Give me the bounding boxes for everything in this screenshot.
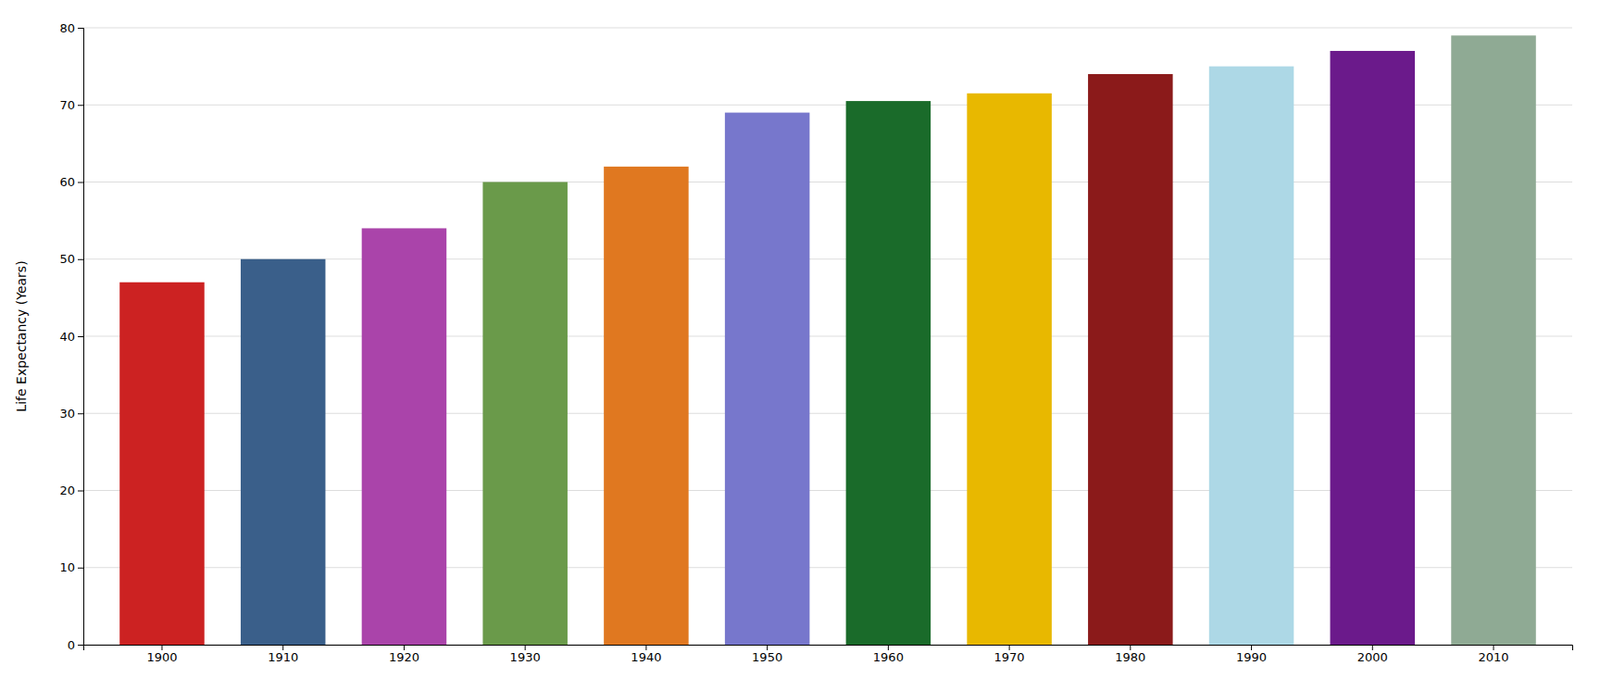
- y-tick-label: 10: [59, 560, 75, 575]
- y-tick-label: 30: [59, 406, 75, 421]
- x-tick: 1950: [751, 644, 783, 664]
- y-tick: 10: [59, 560, 84, 575]
- y-tick-label: 50: [59, 251, 75, 266]
- x-tick-mark: [161, 644, 163, 650]
- plot: 1900 1910 1920 1930 1940 1950 1960 1970 1980 1990…: [59, 21, 1573, 665]
- bar: [1209, 66, 1295, 645]
- y-tick-mark: [77, 490, 84, 492]
- bar: [240, 259, 326, 645]
- x-tick-mark: [1372, 644, 1374, 650]
- x-tick: 1920: [388, 644, 420, 664]
- y-tick-mark: [77, 336, 84, 338]
- x-tick-label: 1920: [388, 650, 420, 664]
- x-tick: 1940: [630, 644, 662, 664]
- x-tick-mark: [887, 644, 889, 650]
- x-tick-label: 1970: [994, 650, 1025, 664]
- y-tick: 30: [59, 406, 84, 421]
- chart-svg: 1900 1910 1920 1930 1940 1950 1960 1970 1980 1990…: [0, 0, 1600, 691]
- y-axis-line: [77, 28, 85, 646]
- x-tick-label: 1940: [630, 650, 662, 664]
- bar: [1330, 50, 1416, 645]
- x-tick-label: 1960: [873, 650, 904, 664]
- x-tick-mark: [1009, 644, 1011, 650]
- bar: [362, 227, 448, 645]
- y-tick-label: 60: [59, 175, 75, 189]
- bar: [1087, 74, 1174, 645]
- y-tick-mark: [77, 182, 84, 184]
- y-tick-mark: [77, 259, 84, 261]
- y-tick-mark: [77, 567, 84, 569]
- grid-line: [83, 27, 1573, 29]
- x-tick-label: 1910: [267, 650, 299, 664]
- bar: [725, 112, 811, 645]
- x-axis: 1900 1910 1920 1930 1940 1950 1960 1970 1980 1990…: [84, 644, 1574, 664]
- x-tick: 1970: [994, 644, 1025, 664]
- x-tick-label: 1990: [1236, 650, 1267, 664]
- y-tick: 40: [59, 329, 84, 344]
- x-tick: 2010: [1477, 644, 1509, 664]
- y-tick-mark: [77, 27, 84, 29]
- y-tick: 0: [67, 637, 84, 652]
- y-tick-mark: [77, 644, 84, 646]
- y-tick: 20: [59, 483, 84, 498]
- y-tick-label: 70: [59, 98, 75, 113]
- y-tick: 80: [59, 21, 84, 36]
- x-tick: 1980: [1114, 644, 1146, 664]
- x-tick-mark: [645, 644, 647, 650]
- x-tick-label: 1950: [751, 650, 783, 664]
- x-tick: 1960: [873, 644, 904, 664]
- bar: [846, 100, 932, 645]
- chart-container: 1900 1910 1920 1930 1940 1950 1960 1970 1980 1990…: [0, 0, 1600, 691]
- x-tick: 1910: [267, 644, 299, 664]
- y-axis-title: Life Expectancy (Years): [13, 260, 29, 412]
- x-tick: 1930: [510, 644, 541, 664]
- x-tick-label: 1900: [146, 650, 177, 664]
- x-tick: 2000: [1357, 644, 1388, 664]
- x-axis-line: [84, 645, 1574, 651]
- bars: [119, 35, 1537, 645]
- y-tick-label: 20: [59, 483, 75, 498]
- bar: [1450, 35, 1537, 645]
- grid: [83, 27, 1573, 645]
- x-tick-mark: [525, 644, 526, 650]
- x-tick-label: 2010: [1477, 650, 1509, 664]
- x-tick: 1990: [1236, 644, 1267, 664]
- y-tick-label: 80: [59, 21, 75, 36]
- y-tick-label: 40: [59, 329, 75, 344]
- y-tick-label: 0: [67, 637, 75, 652]
- bar: [966, 93, 1052, 645]
- x-tick-label: 2000: [1357, 650, 1388, 664]
- y-axis: 0 10 20 30 40 50 60 70 80: [59, 21, 84, 652]
- y-tick: 60: [59, 175, 84, 189]
- x-tick-mark: [403, 644, 405, 650]
- x-tick-mark: [1129, 644, 1131, 650]
- y-tick-mark: [77, 412, 84, 414]
- x-tick-mark: [282, 644, 284, 650]
- y-tick: 50: [59, 251, 84, 266]
- bar: [119, 282, 205, 645]
- x-tick: 1900: [146, 644, 177, 664]
- x-tick-mark: [766, 644, 768, 650]
- x-tick-label: 1930: [510, 650, 541, 664]
- bar: [603, 166, 689, 645]
- y-tick: 70: [59, 98, 84, 113]
- x-tick-mark: [1250, 644, 1252, 650]
- y-tick-mark: [77, 104, 84, 106]
- x-tick-mark: [1493, 644, 1495, 650]
- x-tick-label: 1980: [1114, 650, 1146, 664]
- bar: [482, 182, 568, 646]
